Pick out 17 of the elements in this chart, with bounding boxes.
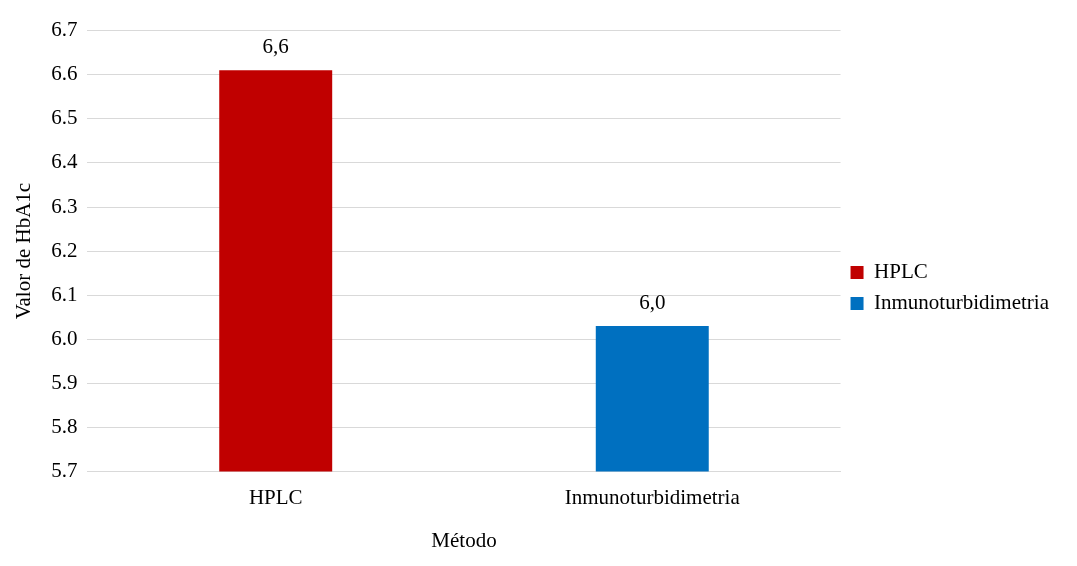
y-axis-title: Valor de HbA1c bbox=[11, 182, 36, 320]
y-tick-label: 6.2 bbox=[51, 237, 78, 262]
y-tick-label: 6.6 bbox=[51, 61, 78, 86]
y-tick-label: 6.4 bbox=[51, 149, 78, 174]
y-tick-label: 5.9 bbox=[51, 369, 78, 394]
y-tick-label: 6.0 bbox=[51, 325, 78, 350]
legend-label: Inmunoturbidimetria bbox=[874, 290, 1050, 315]
y-tick-label: 5.7 bbox=[51, 458, 78, 483]
y-tick-label: 6.1 bbox=[51, 281, 78, 306]
y-tick-label: 5.8 bbox=[51, 414, 78, 439]
y-tick-label: 6.5 bbox=[51, 105, 78, 130]
x-axis-title: Método bbox=[431, 527, 497, 552]
legend-label: HPLC bbox=[874, 259, 928, 284]
data-label: 6,0 bbox=[639, 290, 666, 315]
data-label: 6,6 bbox=[262, 34, 289, 59]
y-tick-label: 6.7 bbox=[51, 17, 78, 42]
y-tick-label: 6.3 bbox=[51, 193, 78, 218]
